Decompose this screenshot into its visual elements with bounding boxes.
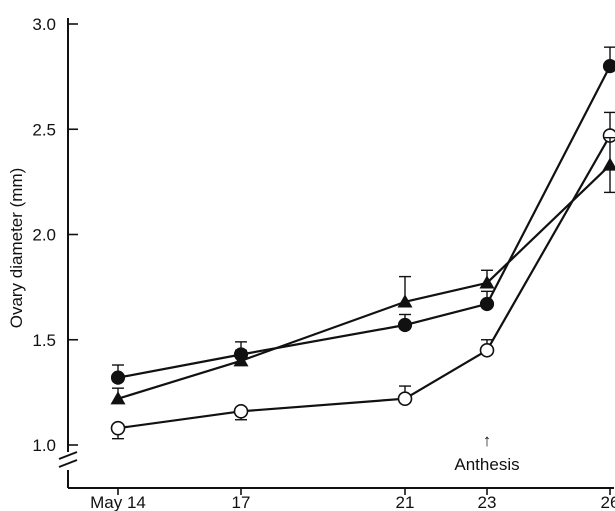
data-point xyxy=(602,128,615,143)
y-tick-label: 3.0 xyxy=(32,15,56,34)
data-point xyxy=(397,294,413,308)
data-point xyxy=(233,353,249,367)
series-filled-circle xyxy=(110,46,615,385)
series-line xyxy=(117,65,611,379)
y-tick-label: 1.0 xyxy=(32,436,56,455)
data-point xyxy=(479,275,495,289)
series-open-circle xyxy=(110,111,615,440)
x-tick-label: 17 xyxy=(232,493,251,511)
series-layer xyxy=(110,46,615,440)
anthesis-annotation: Anthesis xyxy=(454,455,519,474)
data-point xyxy=(110,370,126,385)
y-tick-label: 2.0 xyxy=(32,226,56,245)
x-tick-label: 23 xyxy=(478,493,497,511)
data-point xyxy=(479,342,495,358)
data-point xyxy=(397,317,413,333)
anthesis-arrow: ↑ xyxy=(483,431,492,450)
axes xyxy=(58,18,614,489)
data-point xyxy=(110,420,126,436)
x-tick-label: 21 xyxy=(396,493,415,511)
x-tick-label: May 14 xyxy=(90,493,146,511)
series-line xyxy=(117,135,611,430)
data-point xyxy=(479,296,495,312)
data-point xyxy=(602,157,615,171)
x-tick-label: 26 xyxy=(601,493,615,511)
data-point xyxy=(397,391,413,406)
series-filled-triangle xyxy=(110,136,615,405)
ticks: 1.0 1.5 2.0 2.5 3.0 May 14 17 21 23 26 xyxy=(32,15,615,511)
data-point xyxy=(233,404,249,419)
data-point xyxy=(602,59,615,74)
y-axis-title: Ovary diameter (mm) xyxy=(7,168,26,329)
y-axis-break-mark xyxy=(58,459,78,468)
data-point xyxy=(110,391,126,405)
y-axis-break-mark xyxy=(58,451,78,460)
y-tick-label: 2.5 xyxy=(32,120,56,139)
y-tick-label: 1.5 xyxy=(32,331,56,350)
